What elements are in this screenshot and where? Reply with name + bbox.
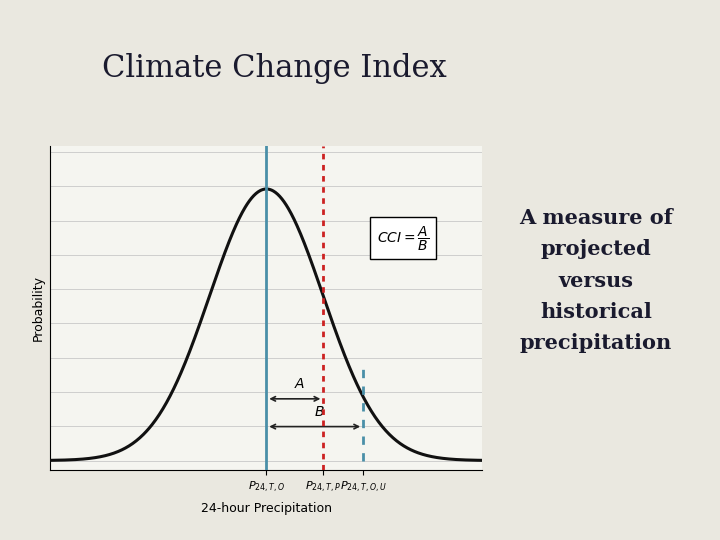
Text: Climate Change Index: Climate Change Index	[102, 53, 446, 84]
Y-axis label: Probability: Probability	[32, 275, 45, 341]
Text: $CCI = \dfrac{A}{B}$: $CCI = \dfrac{A}{B}$	[377, 224, 429, 253]
Text: B: B	[315, 405, 324, 419]
Text: A measure of
projected
versus
historical
precipitation: A measure of projected versus historical…	[519, 208, 672, 353]
X-axis label: 24-hour Precipitation: 24-hour Precipitation	[201, 502, 332, 515]
Text: A: A	[294, 377, 304, 391]
